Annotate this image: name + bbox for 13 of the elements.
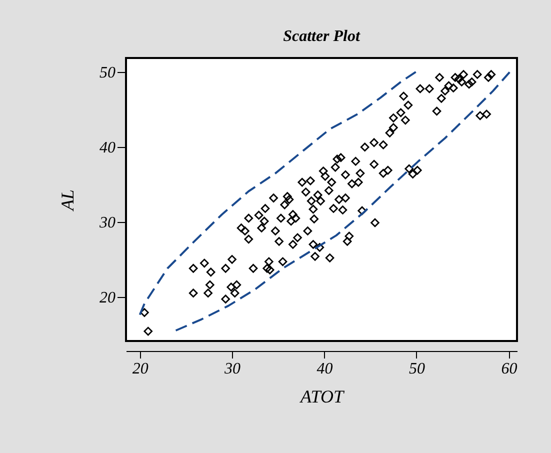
line-series [138,70,418,316]
x-tick-label: 20 [132,360,148,378]
x-tick-label: 50 [408,360,425,378]
x-tick-label: 30 [224,360,241,378]
x-tick-label: 40 [316,360,333,378]
x-axis-title: ATOT [299,386,346,406]
y-tick-label: 40 [100,140,116,157]
y-tick-label: 20 [100,289,116,306]
y-tick-label: 50 [100,64,116,82]
y-axis-title: AL [58,189,78,212]
x-tick-label: 60 [501,360,518,378]
y-tick-label: 30 [98,214,116,232]
chart-title: Scatter Plot [283,28,360,45]
